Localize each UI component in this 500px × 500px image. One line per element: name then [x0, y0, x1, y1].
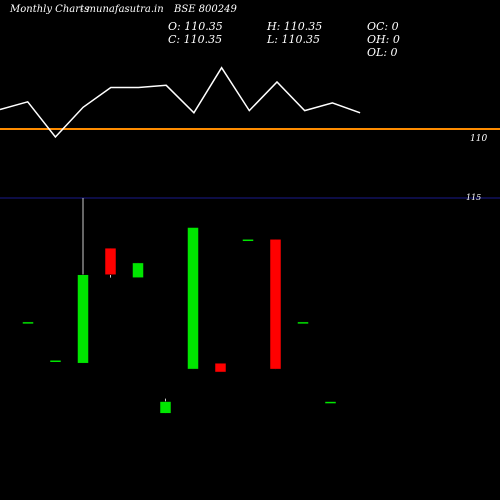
candle-body: [324, 401, 337, 404]
oh-value: OH: 0: [367, 33, 400, 46]
upper-series-line: [0, 66, 361, 139]
oc-value: OC: 0: [367, 20, 399, 33]
candle-body: [214, 362, 227, 373]
candle-body: [77, 274, 89, 364]
candle-body: [104, 247, 117, 275]
candle-body: [159, 401, 172, 414]
lower-ref-label: 115: [466, 193, 482, 202]
high-value: H: 110.35: [267, 20, 323, 33]
candle-body: [269, 239, 282, 370]
candles-group: [22, 198, 337, 414]
candle-body: [49, 360, 62, 363]
candle-body: [132, 262, 144, 278]
close-value: C: 110.35: [168, 33, 223, 46]
site-name: - munafasutra.in: [80, 4, 164, 15]
upper-ref-label: 110: [470, 134, 488, 144]
chart-title: Monthly Charts: [10, 4, 90, 15]
ol-value: OL: 0: [367, 46, 398, 59]
open-value: O: 110.35: [168, 20, 223, 33]
low-value: L: 110.35: [267, 33, 320, 46]
candle-body: [22, 321, 34, 325]
candle-body: [297, 321, 309, 325]
candle-body: [187, 227, 199, 370]
candle-body: [242, 239, 254, 242]
symbol-label: BSE 800249: [174, 4, 237, 15]
